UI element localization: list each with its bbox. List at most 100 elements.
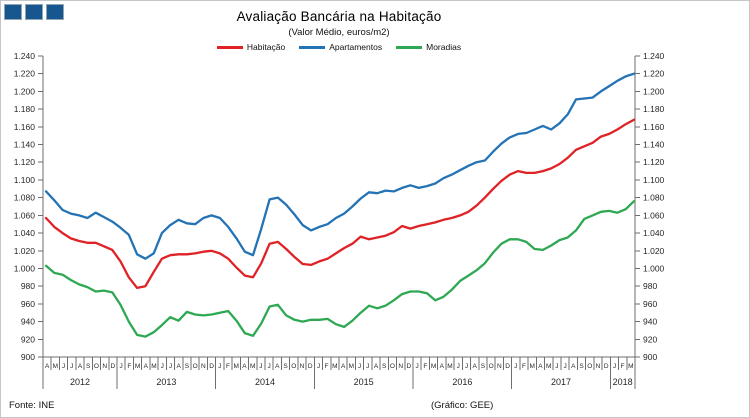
month-tick-label: A [242, 363, 247, 370]
month-tick-label: M [234, 363, 239, 370]
y-tick-label-right: 1.200 [643, 86, 665, 96]
y-tick-label-right: 1.020 [643, 246, 665, 256]
month-tick-label: N [497, 363, 502, 370]
month-tick-label: S [185, 363, 190, 370]
month-tick-label: J [457, 363, 460, 370]
y-tick-label-right: 1.140 [643, 140, 665, 150]
month-tick-label: F [522, 363, 526, 370]
month-tick-label: A [176, 363, 181, 370]
month-tick-label: O [489, 363, 494, 370]
month-tick-label: D [604, 363, 609, 370]
chart-title: Avaliação Bancária na Habitação [236, 9, 442, 24]
y-tick-label-left: 1.020 [14, 246, 36, 256]
month-tick-label: M [431, 363, 436, 370]
month-tick-label: A [472, 363, 477, 370]
month-tick-label: A [571, 363, 576, 370]
month-tick-label: O [94, 363, 99, 370]
month-tick-label: J [366, 363, 369, 370]
month-tick-label: J [218, 363, 221, 370]
month-tick-label: F [325, 363, 329, 370]
month-tick-label: J [169, 363, 172, 370]
legend-item-apartamentos: Apartamentos [299, 42, 382, 52]
logo-square-icon [25, 4, 43, 20]
month-tick-label: J [514, 363, 517, 370]
year-tick-label: 2017 [551, 377, 571, 387]
legend-label: Apartamentos [329, 42, 383, 52]
y-tick-label-right: 1.080 [643, 193, 665, 203]
month-tick-label: J [70, 363, 73, 370]
month-tick-label: S [579, 363, 584, 370]
y-axis-ticks: 900 900 920 920 940 940 960 960 980 980 1.000 1.000… [14, 51, 665, 362]
month-tick-label: M [250, 363, 255, 370]
y-tick-label-left: 1.040 [14, 228, 36, 238]
y-tick-label-right: 1.120 [643, 157, 665, 167]
month-tick-label: N [300, 363, 305, 370]
month-tick-label: O [587, 363, 592, 370]
month-tick-label: M [546, 363, 551, 370]
y-tick-label-right: 960 [643, 299, 657, 309]
month-tick-label: J [119, 363, 122, 370]
month-tick-label: O [193, 363, 198, 370]
y-tick-label-left: 1.180 [14, 104, 36, 114]
month-tick-label: S [86, 363, 91, 370]
month-tick-label: M [349, 363, 354, 370]
month-tick-label: S [481, 363, 486, 370]
month-tick-label: M [447, 363, 452, 370]
month-tick-label: F [621, 363, 625, 370]
credit-note: (Gráfico: GEE) [431, 400, 494, 411]
y-tick-label-right: 1.220 [643, 69, 665, 79]
y-tick-label-right: 900 [643, 352, 657, 362]
month-tick-label: A [144, 363, 149, 370]
month-tick-label: J [415, 363, 418, 370]
y-tick-label-left: 960 [21, 299, 35, 309]
chart-subtitle: (Valor Médio, euros/m2) [288, 27, 390, 38]
logo-square-icon [4, 4, 22, 20]
month-tick-label: A [341, 363, 346, 370]
y-tick-label-left: 1.120 [14, 157, 36, 167]
month-tick-label: N [102, 363, 107, 370]
month-tick-label: A [538, 363, 543, 370]
month-tick-label: J [358, 363, 361, 370]
month-tick-label: A [275, 363, 280, 370]
month-tick-label: J [259, 363, 262, 370]
year-tick-label: 2015 [354, 377, 374, 387]
logo-squares-icon [4, 4, 64, 20]
month-tick-label: D [308, 363, 313, 370]
month-tick-label: J [317, 363, 320, 370]
legend-item-moradias: Moradias [396, 42, 461, 52]
month-tick-label: O [390, 363, 395, 370]
y-tick-label-left: 1.100 [14, 175, 36, 185]
y-tick-label-left: 1.000 [14, 263, 36, 273]
y-tick-label-left: 900 [21, 352, 35, 362]
logo-square-icon [46, 4, 64, 20]
year-tick-label: 2014 [255, 377, 275, 387]
legend-label: Habitação [246, 42, 286, 52]
axes [42, 56, 636, 389]
y-tick-label-left: 1.220 [14, 69, 36, 79]
legend-line-swatch-icon [299, 45, 326, 49]
month-tick-label: J [563, 363, 566, 370]
y-tick-label-right: 920 [643, 334, 657, 344]
month-tick-label: D [209, 363, 214, 370]
series-line-moradias [44, 200, 636, 338]
y-tick-label-right: 940 [643, 317, 657, 327]
month-tick-label: J [62, 363, 65, 370]
y-tick-label-left: 1.200 [14, 86, 36, 96]
legend-line-swatch-icon [216, 45, 243, 49]
y-tick-label-right: 1.000 [643, 263, 665, 273]
y-tick-label-left: 1.140 [14, 140, 36, 150]
y-tick-label-left: 1.160 [14, 122, 36, 132]
y-tick-label-right: 1.100 [643, 175, 665, 185]
month-tick-label: J [613, 363, 616, 370]
year-tick-label: 2013 [156, 377, 176, 387]
legend-label: Moradias [426, 42, 462, 52]
month-tick-label: M [151, 363, 156, 370]
month-tick-label: F [226, 363, 230, 370]
month-tick-label: A [45, 363, 50, 370]
y-tick-label-left: 1.080 [14, 193, 36, 203]
y-tick-label-left: 920 [21, 334, 35, 344]
month-tick-label: O [291, 363, 296, 370]
month-tick-label: F [127, 363, 131, 370]
